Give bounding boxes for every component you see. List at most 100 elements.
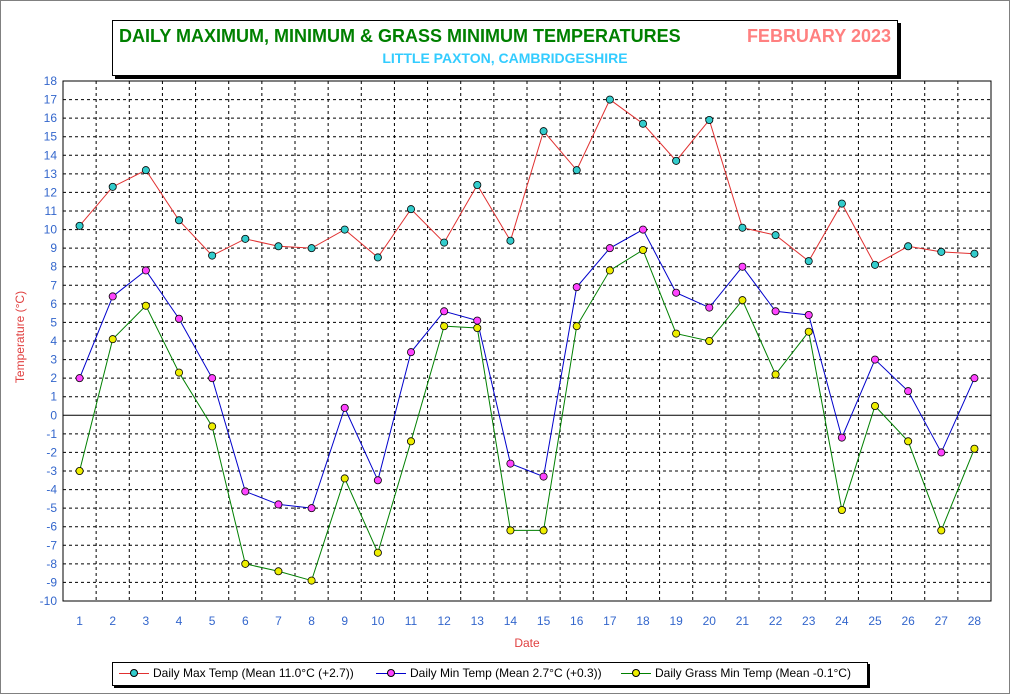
min-temp-point [141, 266, 150, 275]
min-temp-point [274, 500, 283, 509]
max-temp-point [506, 236, 515, 245]
grass-min-temp-point [837, 505, 846, 514]
max-temp-point [937, 247, 946, 256]
x-tick-label: 19 [669, 614, 683, 628]
max-temp-point [705, 116, 714, 125]
max-temp-point [970, 249, 979, 258]
y-tick-label: -6 [46, 520, 57, 534]
y-tick-label: -3 [46, 464, 57, 478]
x-tick-label: 22 [769, 614, 783, 628]
grass-min-temp-point [605, 266, 614, 275]
min-temp-point [605, 244, 614, 253]
min-temp-point [75, 374, 84, 383]
x-tick-label: 2 [109, 614, 116, 628]
y-tick-label: -7 [46, 538, 57, 552]
y-tick-label: 7 [50, 278, 57, 292]
x-tick-label: 4 [176, 614, 183, 628]
grass-min-temp-point [937, 526, 946, 535]
legend-item-max: Daily Max Temp (Mean 11.0°C (+2.7)) [119, 666, 354, 680]
y-axis-title: Temperature (°C) [13, 291, 27, 383]
max-temp-point [340, 225, 349, 234]
y-tick-label: 18 [44, 74, 58, 88]
max-temp-point [871, 260, 880, 269]
legend-min-symbol [376, 666, 406, 680]
min-temp-point [174, 314, 183, 323]
y-tick-label: 8 [50, 260, 57, 274]
legend: Daily Max Temp (Mean 11.0°C (+2.7)) Dail… [112, 662, 868, 686]
x-tick-label: 16 [570, 614, 584, 628]
y-tick-label: -2 [46, 445, 57, 459]
grid [62, 80, 992, 602]
grass-min-temp-point [141, 301, 150, 310]
legend-max-symbol [119, 666, 149, 680]
min-temp-point [738, 262, 747, 271]
x-axis-title: Date [514, 636, 540, 650]
y-tick-label: -9 [46, 575, 57, 589]
max-temp-point [108, 182, 117, 191]
max-temp-point [771, 231, 780, 240]
grass-min-temp-point [506, 526, 515, 535]
grass-min-temp-point [804, 327, 813, 336]
y-tick-label: 9 [50, 241, 57, 255]
min-temp-point [473, 316, 482, 325]
min-temp-point [639, 225, 648, 234]
grass-min-temp-point [440, 322, 449, 331]
max-temp-point [672, 156, 681, 165]
max-temp-point [904, 242, 913, 251]
x-tick-label: 14 [504, 614, 518, 628]
grass-min-temp-point [174, 368, 183, 377]
x-tick-label: 12 [437, 614, 451, 628]
legend-item-grass: Daily Grass Min Temp (Mean -0.1°C) [621, 666, 851, 680]
chart-title: DAILY MAXIMUM, MINIMUM & GRASS MINIMUM T… [119, 26, 681, 46]
y-tick-label: 17 [44, 93, 58, 107]
min-temp-point [108, 292, 117, 301]
grass-min-temp-point [274, 567, 283, 576]
grass-min-temp-point [241, 559, 250, 568]
grass-min-temp-point [108, 335, 117, 344]
y-tick-label: 3 [50, 353, 57, 367]
min-temp-line [79, 228, 975, 509]
grass-min-temp-point [406, 437, 415, 446]
grass-min-temp-point [970, 444, 979, 453]
y-tick-label: 14 [44, 148, 58, 162]
y-tick-label: 2 [50, 371, 57, 385]
grass-min-temp-point [705, 336, 714, 345]
series-layer [75, 95, 979, 585]
grass-min-temp-point [771, 370, 780, 379]
grass-min-temp-point [340, 474, 349, 483]
max-temp-point [804, 257, 813, 266]
y-tick-label: 4 [50, 334, 57, 348]
max-temp-line [79, 98, 975, 266]
max-temp-point [639, 119, 648, 128]
x-tick-label: 15 [537, 614, 551, 628]
x-tick-label: 6 [242, 614, 249, 628]
grass-min-temp-point [871, 401, 880, 410]
y-tick-label: -8 [46, 557, 57, 571]
max-temp-point [307, 244, 316, 253]
grass-min-temp-line [79, 249, 975, 582]
grass-min-temp-point [572, 322, 581, 331]
max-temp-point [837, 199, 846, 208]
x-tick-label: 24 [835, 614, 849, 628]
legend-grass-symbol [621, 666, 651, 680]
legend-item-min: Daily Min Temp (Mean 2.7°C (+0.3)) [376, 666, 602, 680]
x-tick-label: 28 [968, 614, 982, 628]
grass-min-temp-point [75, 466, 84, 475]
y-tick-label: 11 [45, 204, 58, 218]
min-temp-point [970, 374, 979, 383]
min-temp-point [307, 504, 316, 513]
max-temp-point [605, 95, 614, 104]
min-temp-point [440, 307, 449, 316]
x-tick-label: 25 [868, 614, 882, 628]
x-tick-label: 3 [143, 614, 150, 628]
grass-min-temp-point [904, 437, 913, 446]
x-tick-label: 11 [405, 614, 418, 628]
min-temp-point [804, 310, 813, 319]
y-tick-label: 6 [50, 297, 57, 311]
x-tick-label: 5 [209, 614, 216, 628]
chart-location: LITTLE PAXTON, CAMBRIDGESHIRE [382, 50, 628, 66]
min-temp-point [705, 303, 714, 312]
grass-min-temp-point [639, 245, 648, 254]
y-tick-label: -10 [40, 594, 58, 608]
x-tick-label: 7 [275, 614, 282, 628]
